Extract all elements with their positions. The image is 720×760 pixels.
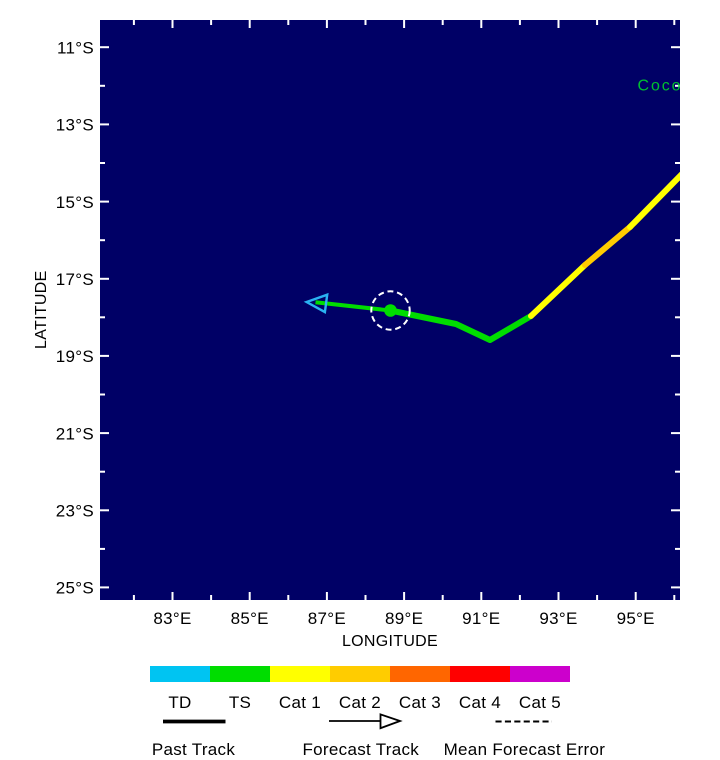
- svg-text:Forecast Track: Forecast Track: [302, 740, 419, 759]
- svg-text:TS: TS: [229, 693, 251, 712]
- svg-text:Cat 5: Cat 5: [519, 693, 561, 712]
- svg-text:13°S: 13°S: [56, 116, 94, 135]
- svg-text:Cat 2: Cat 2: [339, 693, 381, 712]
- svg-text:LONGITUDE: LONGITUDE: [342, 633, 438, 650]
- svg-text:91°E: 91°E: [462, 609, 500, 628]
- svg-text:93°E: 93°E: [539, 609, 577, 628]
- svg-text:25°S: 25°S: [56, 579, 94, 598]
- svg-text:LATITUDE: LATITUDE: [33, 270, 50, 349]
- svg-text:Mean Forecast Error: Mean Forecast Error: [444, 740, 606, 759]
- svg-text:19°S: 19°S: [56, 347, 94, 366]
- svg-text:87°E: 87°E: [308, 609, 346, 628]
- svg-text:83°E: 83°E: [153, 609, 191, 628]
- svg-text:Cat 4: Cat 4: [459, 693, 501, 712]
- svg-text:85°E: 85°E: [231, 609, 269, 628]
- svg-text:11°S: 11°S: [57, 39, 94, 58]
- svg-text:Cocos: Cocos: [638, 78, 693, 95]
- svg-text:Past Track: Past Track: [152, 740, 236, 759]
- svg-text:Cat 3: Cat 3: [399, 693, 441, 712]
- svg-text:TD: TD: [168, 693, 191, 712]
- svg-text:21°S: 21°S: [56, 424, 94, 443]
- svg-text:15°S: 15°S: [56, 193, 94, 212]
- svg-text:17°S: 17°S: [56, 270, 94, 289]
- svg-text:95°E: 95°E: [617, 609, 655, 628]
- svg-text:23°S: 23°S: [56, 502, 94, 521]
- svg-text:89°E: 89°E: [385, 609, 423, 628]
- svg-text:Cat 1: Cat 1: [279, 693, 321, 712]
